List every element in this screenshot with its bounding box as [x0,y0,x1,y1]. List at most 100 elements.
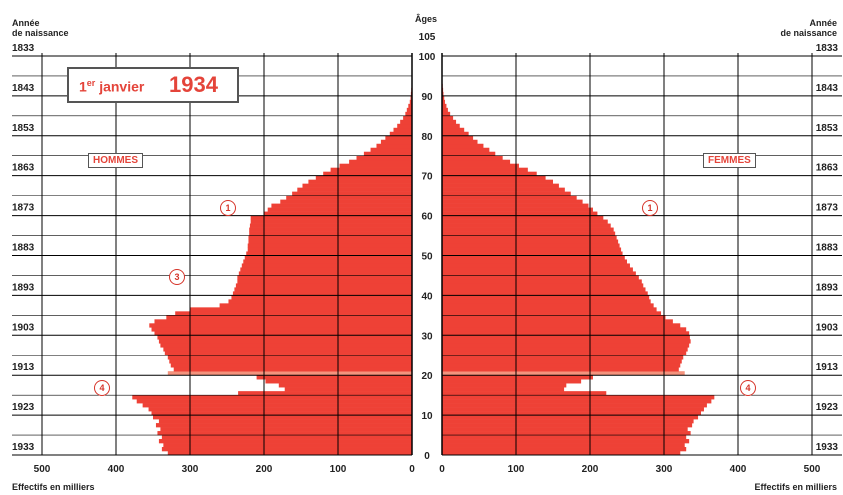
women-bar-age-73 [442,159,511,164]
men-bar-age-4 [161,435,412,440]
women-bar-age-2 [442,443,685,448]
birth-year-right-1903: 1903 [816,322,839,333]
women-bar-age-59 [442,215,604,220]
women-bar-age-44 [442,275,639,280]
men-bar-age-12 [142,403,412,408]
men-bar-age-57 [249,223,412,228]
women-bar-age-71 [442,167,528,172]
women-bar-age-50 [442,251,623,256]
men-x-tick-0: 0 [409,464,415,475]
women-bar-age-40 [442,291,648,296]
men-bar-age-47 [241,263,412,268]
women-bar-age-54 [442,235,617,240]
men-bar-age-8 [158,419,412,424]
men-bars [132,71,413,456]
men-bar-age-46 [240,267,412,272]
age-tick-70: 70 [421,172,433,183]
men-bar-age-83 [400,119,412,125]
women-bar-age-61 [442,207,593,212]
women-bar-age-18 [442,379,582,384]
women-bar-age-57 [442,223,611,228]
women-bar-age-39 [442,295,650,300]
birth-year-left-1903: 1903 [12,322,35,333]
women-bar-age-25 [442,351,687,356]
men-bar-age-31 [151,327,412,332]
men-bar-age-30 [154,331,413,336]
men-bar-age-54 [248,235,412,240]
men-x-tick-100: 100 [330,464,347,475]
age-tick-0: 0 [424,451,430,462]
women-bar-age-45 [442,271,636,276]
right-axis-header: Année de naissance [780,18,837,38]
women-bar-age-33 [442,319,673,324]
men-bar-age-81 [393,127,412,133]
men-bar-age-36 [190,307,412,312]
women-bar-age-21 [442,367,679,372]
women-bar-age-87 [442,103,447,109]
birth-year-left-1913: 1913 [12,362,35,373]
women-bar-age-16 [442,387,565,392]
men-bar-age-50 [246,251,412,256]
men-label: HOMMES [88,153,143,168]
women-bar-age-80 [442,131,469,137]
birth-year-left-1873: 1873 [12,203,35,214]
age-axis-header: Âges [415,14,438,24]
women-bar-age-23 [442,359,682,364]
women-bar-age-58 [442,219,608,224]
women-bar-age-32 [442,323,681,328]
date-title: 1er janvier 1934 [67,67,239,103]
men-bar-age-51 [247,247,412,252]
women-bar-age-89 [442,95,445,101]
women-bar-age-83 [442,119,457,125]
age-tick-20: 20 [421,371,433,382]
men-bar-age-62 [271,203,412,208]
men-x-tick-300: 300 [182,464,199,475]
women-bar-age-38 [442,299,651,304]
women-bar-age-65 [442,191,571,196]
women-bar-age-85 [442,111,451,117]
birth-year-right-1883: 1883 [816,242,839,253]
men-bar-age-6 [160,427,412,432]
age-tick-30: 30 [421,331,433,342]
women-bar-age-29 [442,335,690,340]
birth-year-right-1853: 1853 [816,123,839,134]
women-bar-age-20 [442,371,685,376]
men-bar-age-71 [330,167,412,172]
women-x-tick-100: 100 [508,464,525,475]
women-bar-age-24 [442,355,684,360]
women-bar-age-28 [442,339,691,344]
men-bar-age-66 [297,187,412,192]
women-bar-age-27 [442,343,690,348]
men-bar-age-0 [167,451,412,456]
men-bar-age-55 [249,231,412,236]
men-bar-age-10 [151,411,412,416]
birth-year-right-1873: 1873 [816,203,839,214]
men-bar-age-68 [308,179,412,184]
men-bar-age-26 [163,347,412,352]
women-bar-age-72 [442,163,519,168]
women-bar-age-34 [442,315,666,320]
birth-year-right-1913: 1913 [816,362,839,373]
men-bar-age-87 [408,103,412,109]
women-bar-age-13 [442,399,712,404]
men-bar-age-32 [149,323,413,328]
men-bar-age-64 [286,195,412,200]
women-bar-age-5 [442,431,691,436]
age-tick-80: 80 [421,132,433,143]
men-bar-age-75 [363,151,412,157]
women-bar-age-74 [442,155,503,161]
men-bar-age-37 [219,303,412,308]
women-bar-age-76 [442,147,490,153]
women-bar-age-10 [442,411,701,416]
women-bar-age-84 [442,115,454,121]
chart-tick-labels: 500 400 300 200 100 0 0 100 200 300 400 50001020304… [12,32,838,475]
women-bar-age-56 [442,227,614,232]
men-bar-age-18 [265,379,412,384]
men-bar-age-3 [158,439,412,444]
men-bar-age-7 [155,423,412,428]
men-bar-age-53 [248,239,412,244]
men-bar-age-69 [315,175,412,180]
men-bar-age-45 [238,271,412,276]
birth-year-right-1843: 1843 [816,83,839,94]
